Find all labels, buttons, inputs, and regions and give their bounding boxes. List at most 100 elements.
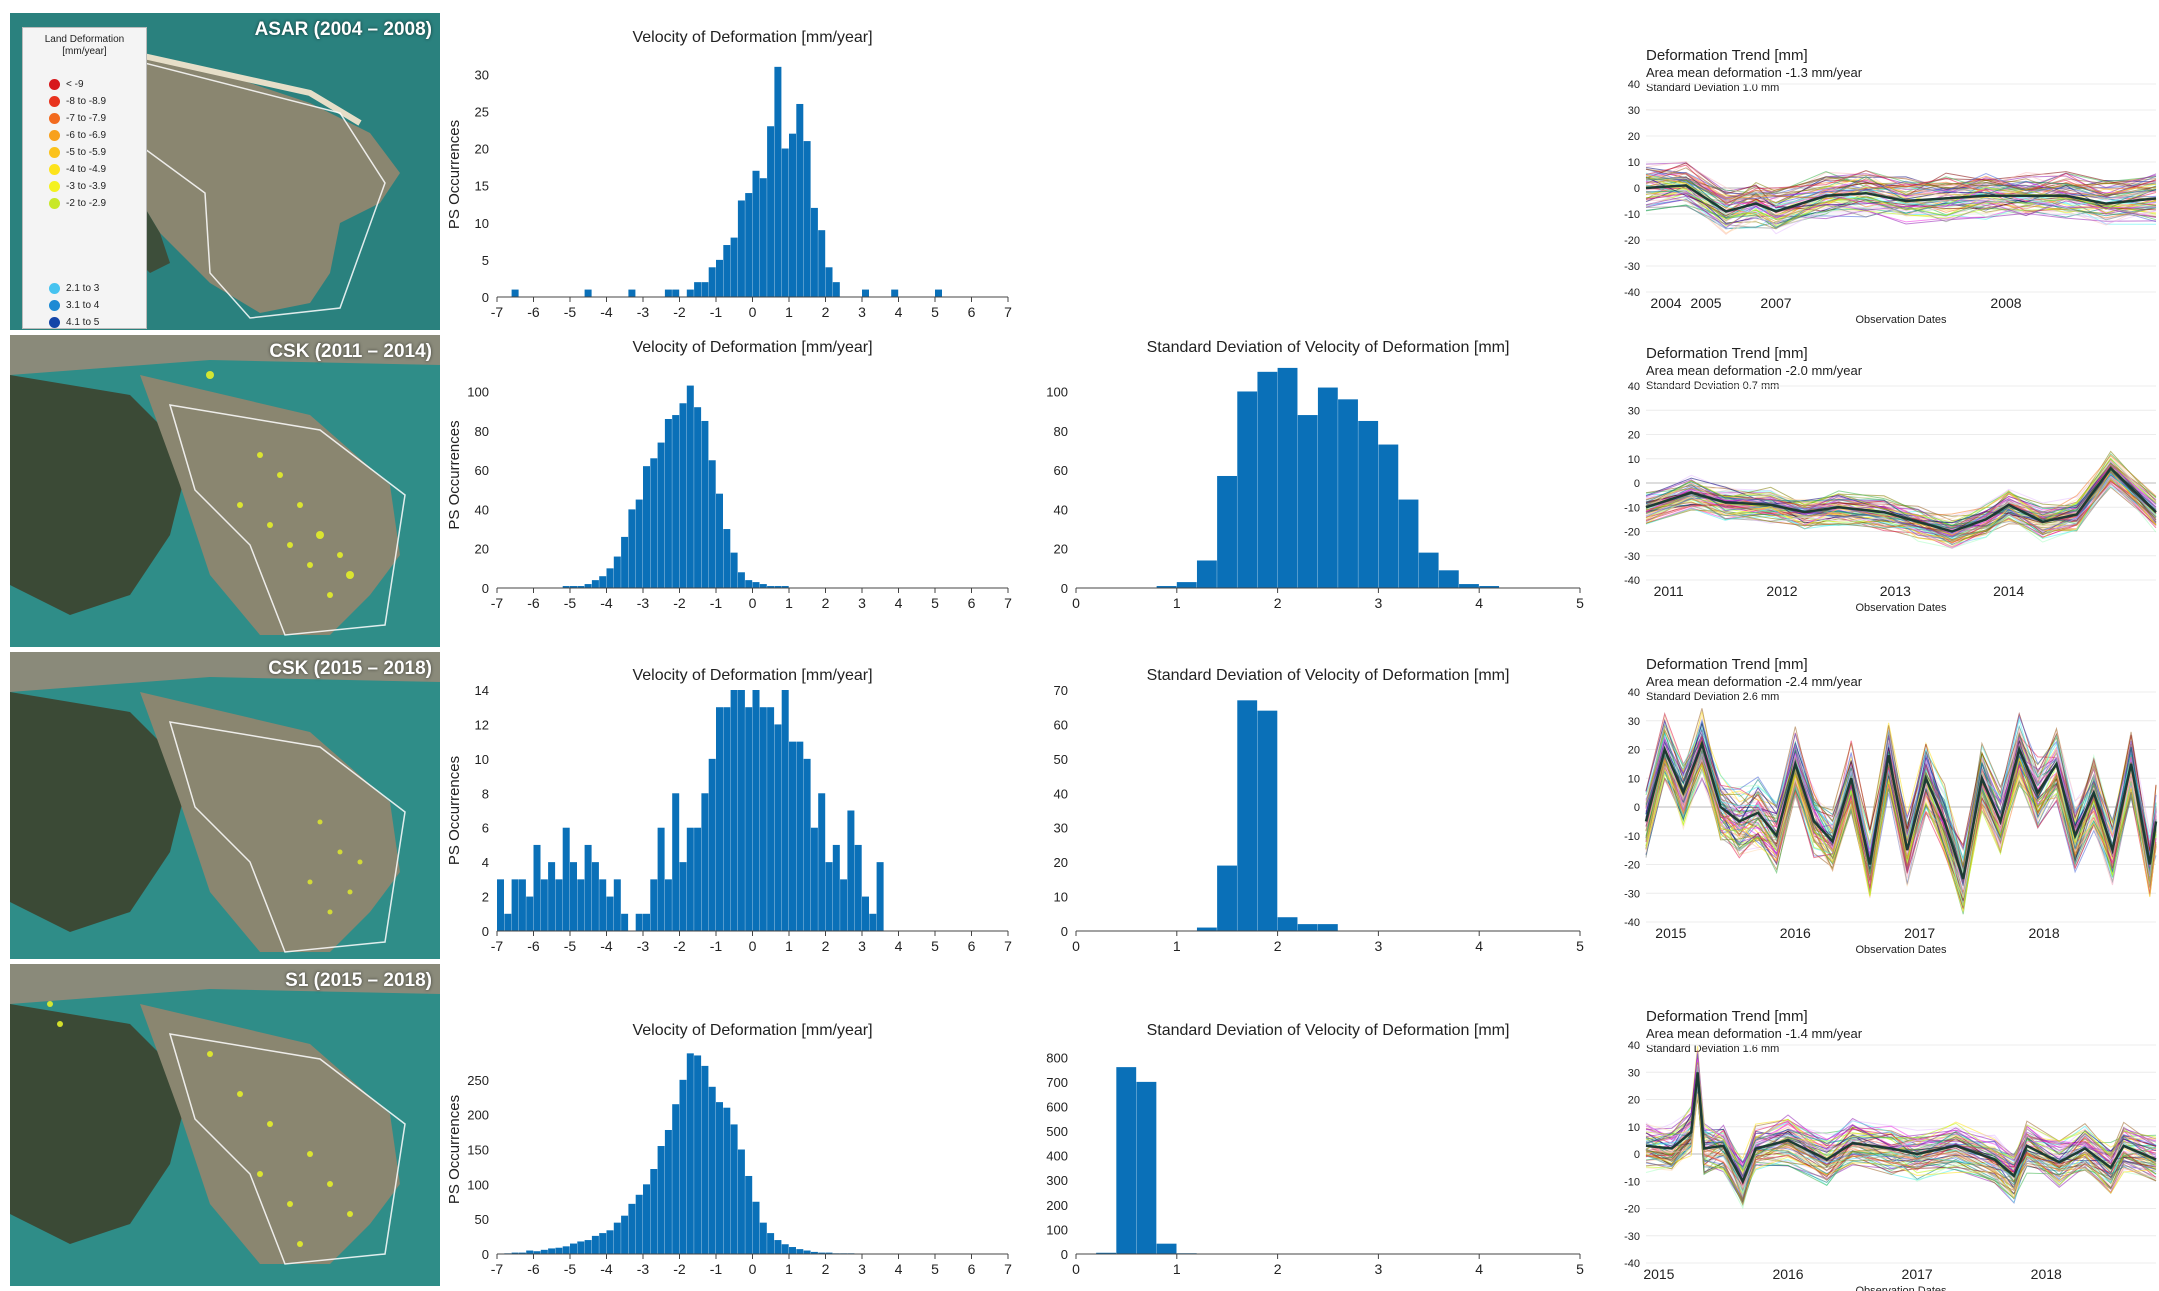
x-tick-label: 6: [968, 595, 976, 611]
x-tick-label: -2: [673, 595, 686, 611]
histogram-bar: [533, 1251, 541, 1254]
histogram-bar: [635, 1194, 643, 1254]
y-tick-label: -10: [1624, 831, 1640, 843]
histogram-bar: [664, 1129, 672, 1254]
legend-swatch: [49, 282, 60, 294]
x-tick-label: -6: [527, 1261, 540, 1277]
histogram-bar: [657, 442, 665, 588]
map-panel-csk-2015: CSK (2015 – 2018): [10, 652, 440, 959]
histogram-bar: [584, 844, 592, 931]
x-tick-label: -6: [527, 938, 540, 954]
legend-label: -4 to -4.9: [66, 164, 107, 175]
legend-label: 2.1 to 3: [66, 283, 100, 294]
histogram-bar: [854, 844, 862, 931]
y-tick-label: 10: [1628, 773, 1640, 785]
y-tick-label: 0: [482, 924, 489, 939]
x-tick-label: -1: [710, 1261, 723, 1277]
histogram-bar: [650, 458, 658, 588]
histogram-bar: [701, 420, 709, 588]
chart-title: Velocity of Deformation [mm/year]: [632, 1022, 872, 1039]
histogram-bar: [818, 1252, 826, 1254]
legend-label: -5 to -5.9: [66, 147, 107, 158]
histogram-bar: [1277, 917, 1298, 931]
x-tick-label: 7: [1004, 595, 1012, 611]
series-line: [1645, 759, 2157, 899]
histogram-bar: [745, 580, 753, 588]
y-tick-label: 0: [1634, 802, 1640, 814]
x-tick-label: -7: [491, 595, 504, 611]
y-tick-label: -20: [1624, 860, 1640, 872]
y-tick-label: 100: [1046, 384, 1068, 399]
y-axis-label: PS Occurrences: [446, 756, 463, 865]
x-tick-label: 2012: [1766, 583, 1797, 599]
chart-sd-csk1: Standard Deviation of Velocity of Deform…: [1046, 339, 1584, 611]
y-tick-label: -40: [1624, 287, 1640, 299]
x-tick-label: 4: [895, 595, 903, 611]
histogram-bar: [548, 1248, 556, 1254]
histogram-bar: [672, 415, 680, 588]
chart-trend-s1: Deformation Trend [mm]Area mean deformat…: [1624, 1008, 2157, 1291]
histogram-bar: [701, 793, 709, 931]
histogram-bar: [781, 690, 789, 931]
histogram-bar: [650, 879, 658, 931]
y-tick-label: 5: [482, 253, 489, 268]
histogram-bar: [781, 148, 789, 297]
histogram-bar: [862, 289, 869, 297]
x-tick-label: 1: [1173, 938, 1181, 954]
histogram-bar: [1217, 865, 1237, 931]
x-tick-label: 1: [785, 938, 793, 954]
x-tick-label: 0: [1072, 938, 1080, 954]
legend-label: -7 to -7.9: [66, 113, 107, 124]
x-tick-label: -6: [527, 595, 540, 611]
y-tick-label: -10: [1624, 209, 1640, 221]
series-line: [1645, 195, 2157, 229]
histogram-bar: [562, 827, 570, 931]
x-tick-label: 7: [1004, 1261, 1012, 1277]
histogram-bar: [570, 862, 577, 931]
histogram-bar: [1277, 367, 1298, 588]
y-tick-label: 300: [1046, 1173, 1068, 1188]
map-title: S1 (2015 – 2018): [285, 970, 432, 991]
chart-trend-csk2: Deformation Trend [mm]Area mean deformat…: [1624, 656, 2158, 956]
histogram-bar: [840, 879, 848, 931]
y-tick-label: 0: [1061, 924, 1068, 939]
series-line: [1645, 745, 2157, 888]
histogram-bar: [570, 1243, 577, 1254]
histogram-bar: [555, 879, 563, 931]
histogram-bar: [679, 403, 687, 588]
legend-label: -2 to -2.9: [66, 198, 107, 209]
chart-subtitle: Area mean deformation -1.4 mm/year: [1646, 1026, 1863, 1041]
chart-title: Standard Deviation of Velocity of Deform…: [1147, 667, 1510, 684]
histogram-bar: [511, 879, 519, 931]
histogram-bar: [708, 758, 716, 931]
map-title: ASAR (2004 – 2008): [254, 19, 432, 40]
y-tick-label: 20: [1054, 855, 1068, 870]
histogram-bar: [657, 1146, 665, 1254]
legend-swatch: [49, 95, 60, 107]
series-line: [1645, 162, 2157, 209]
histogram-bar: [716, 493, 723, 588]
histogram-bar: [497, 879, 504, 931]
x-tick-label: 2: [822, 304, 830, 320]
legend-item: -3 to -3.9: [49, 180, 106, 194]
y-tick-label: 0: [1061, 1247, 1068, 1262]
histogram-bar: [570, 586, 577, 588]
x-tick-label: 1: [1173, 1261, 1181, 1277]
map-title: CSK (2015 – 2018): [268, 658, 432, 679]
x-tick-label: 2017: [1904, 925, 1935, 941]
x-tick-label: -3: [637, 1261, 650, 1277]
histogram-bar: [526, 1250, 534, 1254]
y-tick-label: 20: [475, 142, 489, 157]
histogram-bar: [708, 267, 716, 297]
histogram-bar: [810, 207, 818, 297]
histogram-bar: [1378, 444, 1399, 588]
histogram-bar: [745, 1175, 753, 1254]
histogram-bar: [672, 793, 680, 931]
x-tick-label: 2016: [1772, 1266, 1803, 1282]
y-tick-label: 400: [1046, 1149, 1068, 1164]
histogram-bar: [664, 289, 672, 297]
y-tick-label: 20: [1054, 542, 1068, 557]
y-tick-label: 500: [1046, 1124, 1068, 1139]
x-tick-label: 5: [1576, 938, 1584, 954]
legend-swatch: [49, 146, 60, 158]
